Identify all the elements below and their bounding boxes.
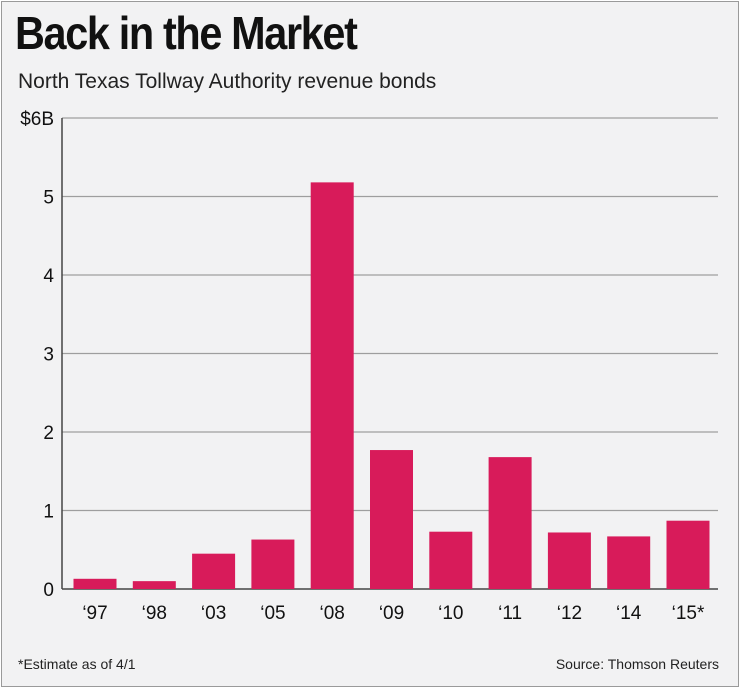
x-tick-label: ‘05 bbox=[260, 603, 285, 624]
x-tick-label: ‘11 bbox=[498, 603, 522, 624]
y-tick-labels: 0 1 2 3 4 5 $6B bbox=[20, 109, 54, 601]
y-tick-label: 5 bbox=[43, 188, 54, 209]
bar bbox=[666, 520, 710, 589]
bar bbox=[547, 532, 591, 589]
x-tick-label: ‘12 bbox=[557, 603, 582, 624]
bar bbox=[132, 581, 176, 589]
x-tick-labels: ‘97 ‘98 ‘03 ‘05 ‘08 ‘09 ‘10 ‘11 ‘12 ‘14 ‘15* bbox=[82, 603, 705, 624]
bar bbox=[607, 536, 651, 589]
x-tick-label: ‘09 bbox=[379, 603, 404, 624]
bars bbox=[73, 182, 710, 589]
chart-subtitle: North Texas Tollway Authority revenue bo… bbox=[18, 70, 437, 93]
y-tick-label: 0 bbox=[43, 580, 54, 601]
source-note: Source: Thomson Reuters bbox=[555, 656, 719, 672]
y-tick-label: 3 bbox=[43, 345, 54, 366]
x-tick-label: ‘08 bbox=[320, 603, 345, 624]
footnote: *Estimate as of 4/1 bbox=[18, 656, 136, 672]
y-tick-label: 1 bbox=[43, 502, 54, 523]
y-tick-label: $6B bbox=[20, 109, 54, 130]
bar bbox=[310, 182, 354, 589]
y-tick-label: 4 bbox=[43, 266, 54, 287]
bar bbox=[429, 531, 473, 589]
x-tick-label: ‘10 bbox=[438, 603, 463, 624]
y-tick-label: 2 bbox=[43, 423, 54, 444]
chart-title: Back in the Market bbox=[15, 7, 358, 59]
x-tick-label: ‘98 bbox=[142, 603, 167, 624]
bar bbox=[488, 457, 532, 589]
x-tick-label: ‘14 bbox=[616, 603, 642, 624]
bar bbox=[73, 578, 117, 589]
x-tick-label: ‘03 bbox=[201, 603, 226, 624]
x-tick-label: ‘15* bbox=[672, 603, 705, 624]
x-tick-label: ‘97 bbox=[82, 603, 107, 624]
bar bbox=[192, 553, 236, 589]
bar bbox=[370, 450, 413, 589]
bar bbox=[251, 539, 295, 589]
